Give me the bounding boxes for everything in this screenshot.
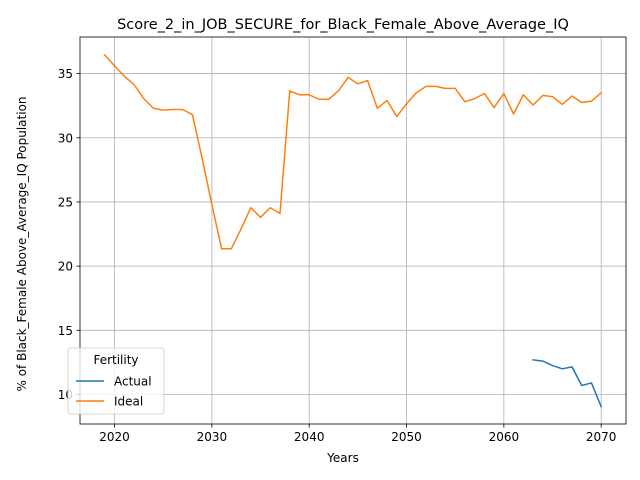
legend-label-actual: Actual	[114, 375, 152, 389]
y-tick-label: 20	[58, 260, 73, 274]
series-line-ideal	[103, 53, 603, 250]
y-tick-label: 35	[58, 67, 73, 81]
plot-frame	[79, 36, 627, 425]
x-tick-label: 2070	[586, 430, 617, 444]
series-lines	[103, 53, 603, 408]
series-line-actual	[532, 358, 603, 408]
legend-box	[67, 347, 165, 415]
x-tick-label: 2050	[391, 430, 422, 444]
x-tick-label: 2030	[197, 430, 228, 444]
legend-label-ideal: Ideal	[114, 395, 143, 409]
y-tick-label: 30	[58, 131, 73, 145]
legend-title: Fertility	[93, 353, 138, 367]
x-tick-label: 2020	[99, 430, 130, 444]
y-tick-label: 25	[58, 195, 73, 209]
y-axis-label: % of Black_Female Above_Average_IQ Popul…	[15, 96, 29, 391]
x-axis-label: Years	[326, 451, 359, 465]
x-tick-label: 2060	[489, 430, 520, 444]
legend: Fertility Actual Ideal	[67, 347, 165, 415]
y-tick-label: 15	[58, 324, 73, 338]
x-tick-label: 2040	[294, 430, 325, 444]
chart-title: Score_2_in_JOB_SECURE_for_Black_Female_A…	[117, 17, 569, 33]
grid	[80, 37, 626, 424]
